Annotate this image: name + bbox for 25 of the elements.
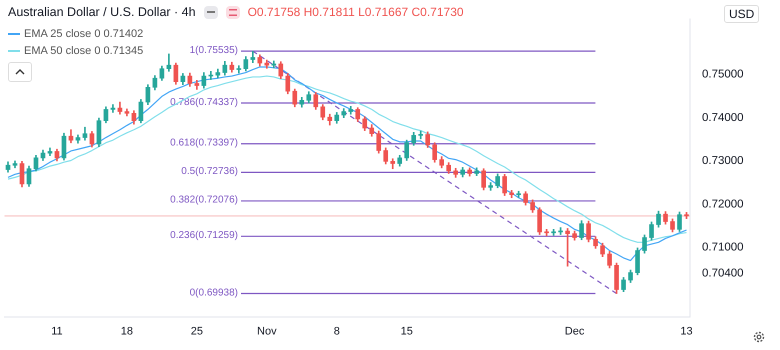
- ref-line-label: 0.236(0.71259): [170, 230, 238, 242]
- chart-title: Australian Dollar / U.S. Dollar · 4h: [8, 5, 196, 19]
- x-tick-label: 11: [51, 325, 63, 338]
- ref-line-label: 0.618(0.73397): [170, 137, 238, 148]
- y-tick-label: 0.75000: [702, 68, 744, 80]
- legend-label: EMA 50 close 0 0.71345: [24, 45, 144, 57]
- x-tick-label: Nov: [257, 325, 278, 338]
- ref-line-label: 0(0.69938): [190, 287, 238, 298]
- x-tick-label: 8: [334, 325, 340, 338]
- annotation: O0.71758 H0.71811 L0.71667 C0.71730: [248, 5, 464, 19]
- x-tick-label: 15: [400, 325, 413, 338]
- ref-line-label: 0.382(0.72076): [170, 194, 238, 206]
- x-tick-label: 18: [120, 325, 134, 338]
- y-tick-label: 0.71000: [702, 242, 744, 254]
- text: USD: [724, 5, 760, 23]
- ref-line-label: 0.5(0.72736): [181, 166, 238, 178]
- ref-line-label: 1(0.75535): [190, 44, 238, 56]
- y-tick-label: 0.74000: [702, 112, 744, 124]
- y-tick-label: 0.72000: [702, 198, 744, 210]
- y-tick-label: 0.73000: [702, 155, 744, 168]
- y-tick-label: 0.70400: [702, 268, 744, 280]
- x-tick-label: 25: [190, 325, 203, 338]
- x-tick-label: 13: [680, 325, 693, 338]
- legend-label: EMA 25 close 0 0.71402: [24, 28, 144, 40]
- x-tick-label: Dec: [564, 325, 585, 338]
